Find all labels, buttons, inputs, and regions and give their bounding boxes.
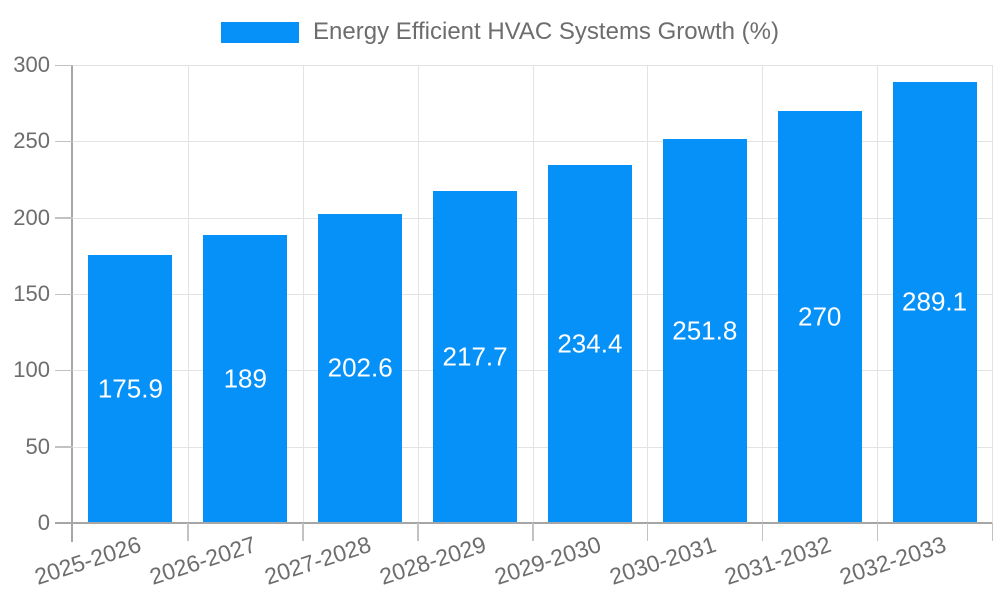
bar-value-label: 289.1 [902,286,968,317]
legend-item[interactable]: Energy Efficient HVAC Systems Growth (%) [0,18,1000,46]
x-tick-mark [302,523,304,541]
gridline-x [647,65,649,523]
gridline-x [877,65,879,523]
y-tick-mark [55,369,73,372]
bar-value-label: 234.4 [557,328,623,359]
bar[interactable]: 270 [777,110,862,523]
bar-value-label: 217.7 [442,341,508,372]
bar-value-label: 175.9 [97,373,163,404]
gridline-x [302,65,304,523]
gridline-x [992,65,993,523]
x-tick-mark [532,523,534,541]
bar[interactable]: 189 [203,234,288,523]
x-tick-mark [187,523,189,541]
x-tick-mark [991,523,993,541]
y-tick-mark [55,446,73,448]
x-tick-mark [417,523,419,541]
bar[interactable]: 202.6 [318,213,403,523]
gridline-x [417,65,419,523]
bar[interactable]: 217.7 [433,190,518,523]
bar-value-label: 270 [797,301,842,332]
y-tick-mark [55,217,73,219]
y-tick-label: 150 [13,281,50,306]
y-tick-label: 100 [13,357,50,383]
y-tick-label: 250 [13,128,50,154]
y-tick-mark [55,293,73,295]
legend-label: Energy Efficient HVAC Systems Growth (%) [313,18,779,45]
bar[interactable]: 175.9 [88,254,173,523]
gridline-x [187,65,189,523]
x-axis-line [55,522,992,524]
x-tick-mark [646,523,649,541]
y-tick-label: 300 [13,52,50,77]
y-tick-mark [55,64,73,66]
bar-value-label: 251.8 [672,315,738,346]
x-tick-mark [761,523,764,541]
bar[interactable]: 251.8 [662,138,747,523]
gridline-x [532,65,534,523]
gridline-x [762,65,764,523]
y-tick-label: 200 [13,204,50,230]
bar[interactable]: 234.4 [547,165,632,523]
y-tick-mark [55,140,73,143]
y-tick-label: 0 [37,510,50,535]
y-tick-label: 50 [25,433,50,459]
bar-value-label: 202.6 [327,352,393,383]
legend-swatch [221,21,300,43]
y-axis-line [71,65,73,542]
x-tick-mark [876,523,879,541]
bar[interactable]: 289.1 [892,81,977,523]
bar-value-label: 189 [223,363,267,394]
